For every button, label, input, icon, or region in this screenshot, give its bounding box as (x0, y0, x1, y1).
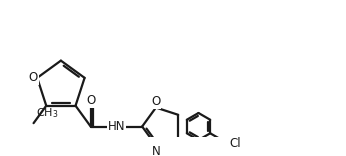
Text: CH$_3$: CH$_3$ (36, 106, 58, 120)
Text: O: O (86, 94, 95, 107)
Text: HN: HN (108, 120, 125, 133)
Text: O: O (28, 71, 38, 84)
Text: Cl: Cl (230, 137, 242, 150)
Text: O: O (151, 95, 161, 108)
Text: N: N (152, 145, 160, 156)
